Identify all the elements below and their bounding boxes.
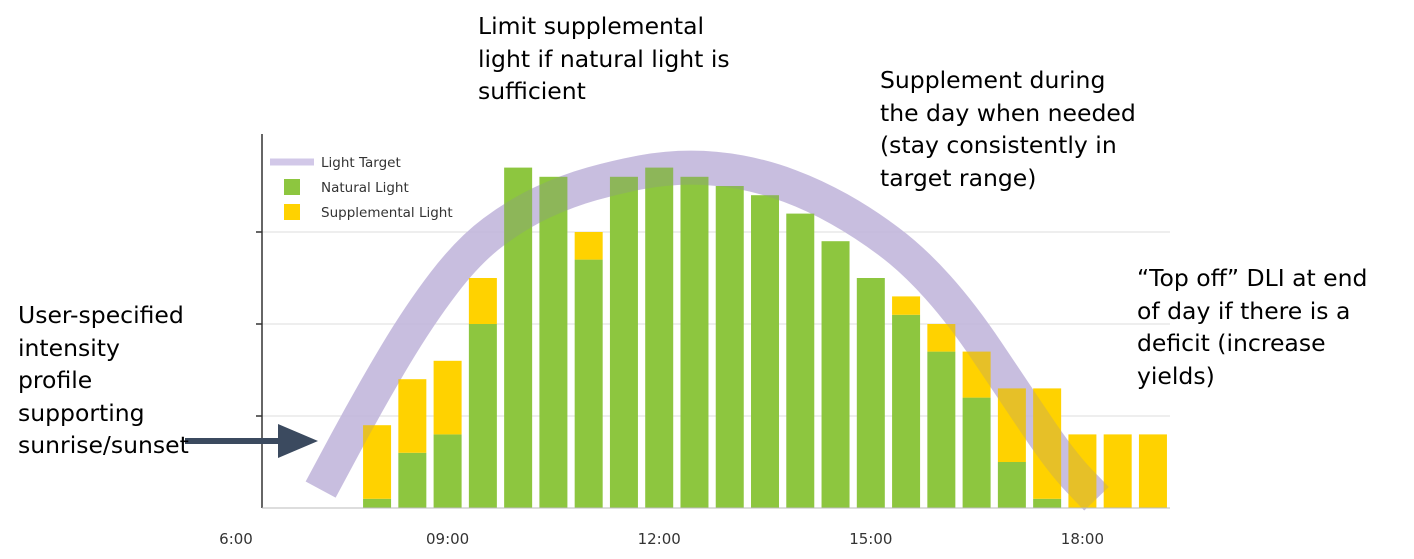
bar-natural-light — [363, 498, 392, 508]
x-tick-label: 6:00 — [219, 530, 253, 548]
bar-natural-light — [997, 462, 1026, 508]
bar-natural-light — [927, 351, 956, 508]
annotation-line: sunrise/sunset — [18, 431, 189, 459]
bar-supplemental-light — [1033, 388, 1062, 499]
arrow-head — [278, 424, 318, 458]
annotation-line: sufficient — [478, 77, 586, 105]
x-tick-label: 18:00 — [1061, 530, 1104, 548]
annotation-line: (stay consistently in — [880, 131, 1117, 159]
bar-natural-light — [680, 176, 709, 509]
bar-supplemental-light — [962, 351, 991, 398]
bar-natural-light — [433, 434, 462, 508]
annotation-line: “Top off” DLI at end — [1137, 264, 1368, 292]
bar-natural-light — [1033, 498, 1062, 508]
light-target-overlay — [305, 150, 1109, 511]
legend-swatch — [284, 204, 300, 220]
bar-supplemental-light — [398, 379, 427, 453]
bar-natural-light — [962, 397, 991, 508]
bar-natural-light — [715, 186, 744, 508]
bar-natural-light — [856, 278, 885, 508]
legend-label: Light Target — [321, 155, 401, 171]
bars — [305, 150, 1167, 511]
bar-supplemental-light — [997, 388, 1026, 462]
bar-supplemental-light — [1103, 434, 1132, 508]
bar-natural-light — [504, 167, 533, 508]
bar-natural-light — [751, 195, 780, 508]
x-tick-label: 15:00 — [849, 530, 892, 548]
annotation-line: the day when needed — [880, 98, 1136, 127]
legend: Light Target Natural Light Supplemental Li… — [270, 155, 453, 221]
bar-natural-light — [786, 213, 815, 508]
bar-supplemental-light — [468, 278, 497, 324]
arrow — [185, 424, 318, 458]
bar-supplemental-light — [1138, 434, 1167, 508]
bar-natural-light — [468, 324, 497, 508]
light-target-line — [305, 150, 1109, 511]
annotation-line: deficit (increase — [1137, 329, 1326, 357]
axes — [256, 134, 1170, 509]
bar-supplemental-light — [574, 232, 603, 260]
bar-natural-light — [892, 314, 921, 508]
bar-supplemental-light — [433, 360, 462, 435]
annotation-line: User-specified — [18, 301, 184, 329]
annotation-line: light if natural light is — [478, 44, 730, 73]
legend-label: Natural Light — [321, 180, 409, 196]
bar-natural-light — [645, 167, 674, 508]
annotation-line: intensity — [18, 333, 120, 362]
annotation-top-center: Limit supplemental light if natural ligh… — [478, 10, 730, 108]
annotation-line: yields) — [1137, 361, 1215, 390]
light-target-band — [305, 150, 1109, 511]
bar-supplemental-light — [892, 296, 921, 315]
annotation-line: supporting — [18, 398, 145, 427]
annotation-top-right: Supplement during the day when needed (s… — [880, 64, 1136, 194]
annotation-left: User-specified intensity profile support… — [18, 299, 189, 462]
legend-swatch — [284, 179, 300, 195]
annotation-line: profile — [18, 366, 93, 394]
x-tick-label: 12:00 — [638, 530, 681, 548]
bar-supplemental-light — [1068, 434, 1097, 508]
x-tick-label: 09:00 — [426, 530, 469, 548]
legend-label: Supplemental Light — [321, 205, 453, 221]
x-tick-labels: 6:00 09:00 12:00 15:00 18:00 — [219, 530, 1104, 548]
annotation-line: of day if there is a — [1137, 296, 1351, 325]
annotation-line: Supplement during — [880, 66, 1106, 94]
bar-natural-light — [609, 176, 638, 509]
annotation-line: target range) — [880, 163, 1037, 192]
annotation-line: Limit supplemental — [478, 12, 705, 40]
bar-supplemental-light — [927, 324, 956, 352]
bar-supplemental-light — [363, 425, 392, 499]
bar-natural-light — [821, 241, 850, 508]
bar-natural-light — [574, 259, 603, 508]
bar-natural-light — [398, 452, 427, 508]
annotation-right: “Top off” DLI at end of day if there is … — [1137, 262, 1367, 392]
bar-natural-light — [539, 176, 568, 509]
